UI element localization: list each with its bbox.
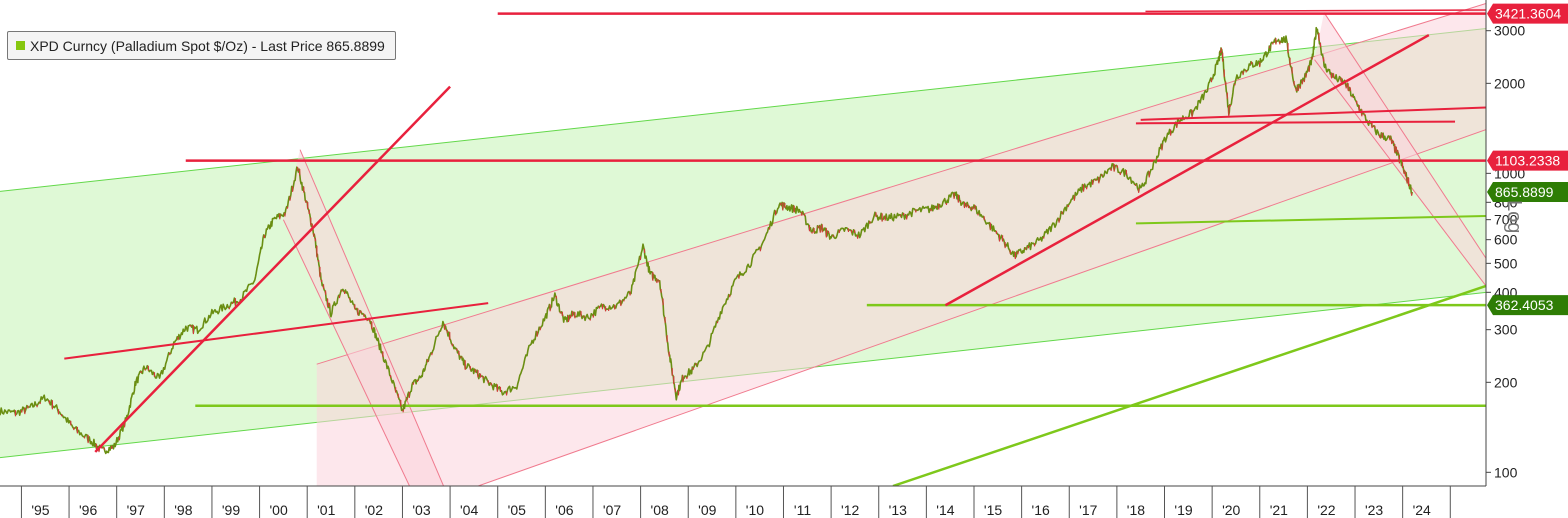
x-tick-label: '95 <box>31 502 49 518</box>
trend-line <box>1135 120 1456 125</box>
x-tick-label: '05 <box>508 502 526 518</box>
x-tick-label: '14 <box>936 502 954 518</box>
price-label-text: 1103.2338 <box>1495 153 1560 169</box>
price-label-box <box>1487 182 1568 203</box>
channel-fill <box>316 3 1486 486</box>
x-tick-label: '08 <box>651 502 669 518</box>
legend-label: XPD Curncy (Palladium Spot $/Oz) - Last … <box>30 37 385 54</box>
channel-lower-edge <box>1314 59 1486 287</box>
channel-lower-edge <box>282 219 411 486</box>
price-labels-layer: 3421.3604 1103.2338 865.8899 362.4053 <box>1487 3 1568 316</box>
x-tick-label: '21 <box>1270 502 1288 518</box>
x-tick-label: '11 <box>794 502 811 518</box>
x-tick-label: '07 <box>603 502 621 518</box>
price-label-box <box>1487 150 1568 171</box>
price-label: 1103.2338 <box>1487 150 1568 171</box>
trend-line <box>64 302 489 360</box>
y-tick-label: 700 <box>1494 212 1518 228</box>
x-tick-label: '00 <box>270 502 288 518</box>
x-tick-label: '15 <box>984 502 1002 518</box>
trend-line <box>892 284 1486 486</box>
channel-layer <box>0 2 1486 486</box>
legend-swatch-icon <box>16 41 25 50</box>
price-series-layer <box>0 26 1413 455</box>
price-label: 3421.3604 <box>1487 3 1568 24</box>
channel-upper-edge <box>299 149 445 486</box>
x-tick-label: '12 <box>841 502 859 518</box>
x-tick-label: '22 <box>1317 502 1335 518</box>
price-label-box <box>1487 295 1568 316</box>
x-tick-label: '98 <box>174 502 192 518</box>
price-label-text: 3421.3604 <box>1495 6 1561 22</box>
price-label-box <box>1487 3 1568 24</box>
x-tick-label: '04 <box>460 502 478 518</box>
x-tick-label: '02 <box>365 502 383 518</box>
x-tick-label: '99 <box>222 502 240 518</box>
trend-lines-layer <box>64 9 1486 486</box>
trend-line <box>1145 9 1486 13</box>
y-tick-label: 100 <box>1494 464 1518 480</box>
x-tick-label: '23 <box>1365 502 1383 518</box>
y-tick-label: 2000 <box>1494 75 1525 91</box>
x-tick-label: '09 <box>698 502 716 518</box>
y-tick-label: 600 <box>1494 232 1518 248</box>
legend: XPD Curncy (Palladium Spot $/Oz) - Last … <box>7 31 396 60</box>
y-tick-label: 200 <box>1494 374 1518 390</box>
price-label-text: 362.4053 <box>1495 297 1554 313</box>
channel-fill <box>283 149 444 486</box>
x-tick-label: '96 <box>79 502 97 518</box>
price-series-line <box>0 26 1413 455</box>
x-tick-label: '10 <box>746 502 764 518</box>
x-tick-label: '19 <box>1174 502 1192 518</box>
x-tick-label: '16 <box>1032 502 1050 518</box>
y-tick-label: 300 <box>1494 322 1518 338</box>
trend-line <box>1135 214 1486 225</box>
x-tick-label: '24 <box>1413 502 1431 518</box>
x-tick-label: '20 <box>1222 502 1240 518</box>
price-label: 362.4053 <box>1487 295 1568 316</box>
x-tick-label: '01 <box>317 502 335 518</box>
y-tick-label: 500 <box>1494 255 1518 271</box>
log-scale-label: Log <box>1503 200 1525 234</box>
x-tick-label: '17 <box>1079 502 1097 518</box>
x-tick-label: '18 <box>1127 502 1145 518</box>
x-tick-label: '03 <box>412 502 430 518</box>
trend-line <box>94 85 451 453</box>
channel-lower-edge <box>476 129 1486 486</box>
price-label: 865.8899 <box>1487 182 1568 203</box>
price-label-text: 865.8899 <box>1495 184 1554 200</box>
trend-line <box>944 34 1430 307</box>
trend-line <box>1140 106 1486 121</box>
x-tick-label: '97 <box>127 502 145 518</box>
horizontal-lines-layer <box>185 12 1486 407</box>
x-tick-label: '13 <box>889 502 907 518</box>
channel-upper-edge <box>316 2 1486 365</box>
channel-upper-edge <box>0 28 1486 192</box>
y-tick-label: 3000 <box>1494 23 1525 39</box>
x-axis: '95 '96 '97 '98 '99 '00 '01 '02 '03 '04 '05 '06 '07 '… <box>0 485 1486 518</box>
x-tick-label: '06 <box>555 502 573 518</box>
